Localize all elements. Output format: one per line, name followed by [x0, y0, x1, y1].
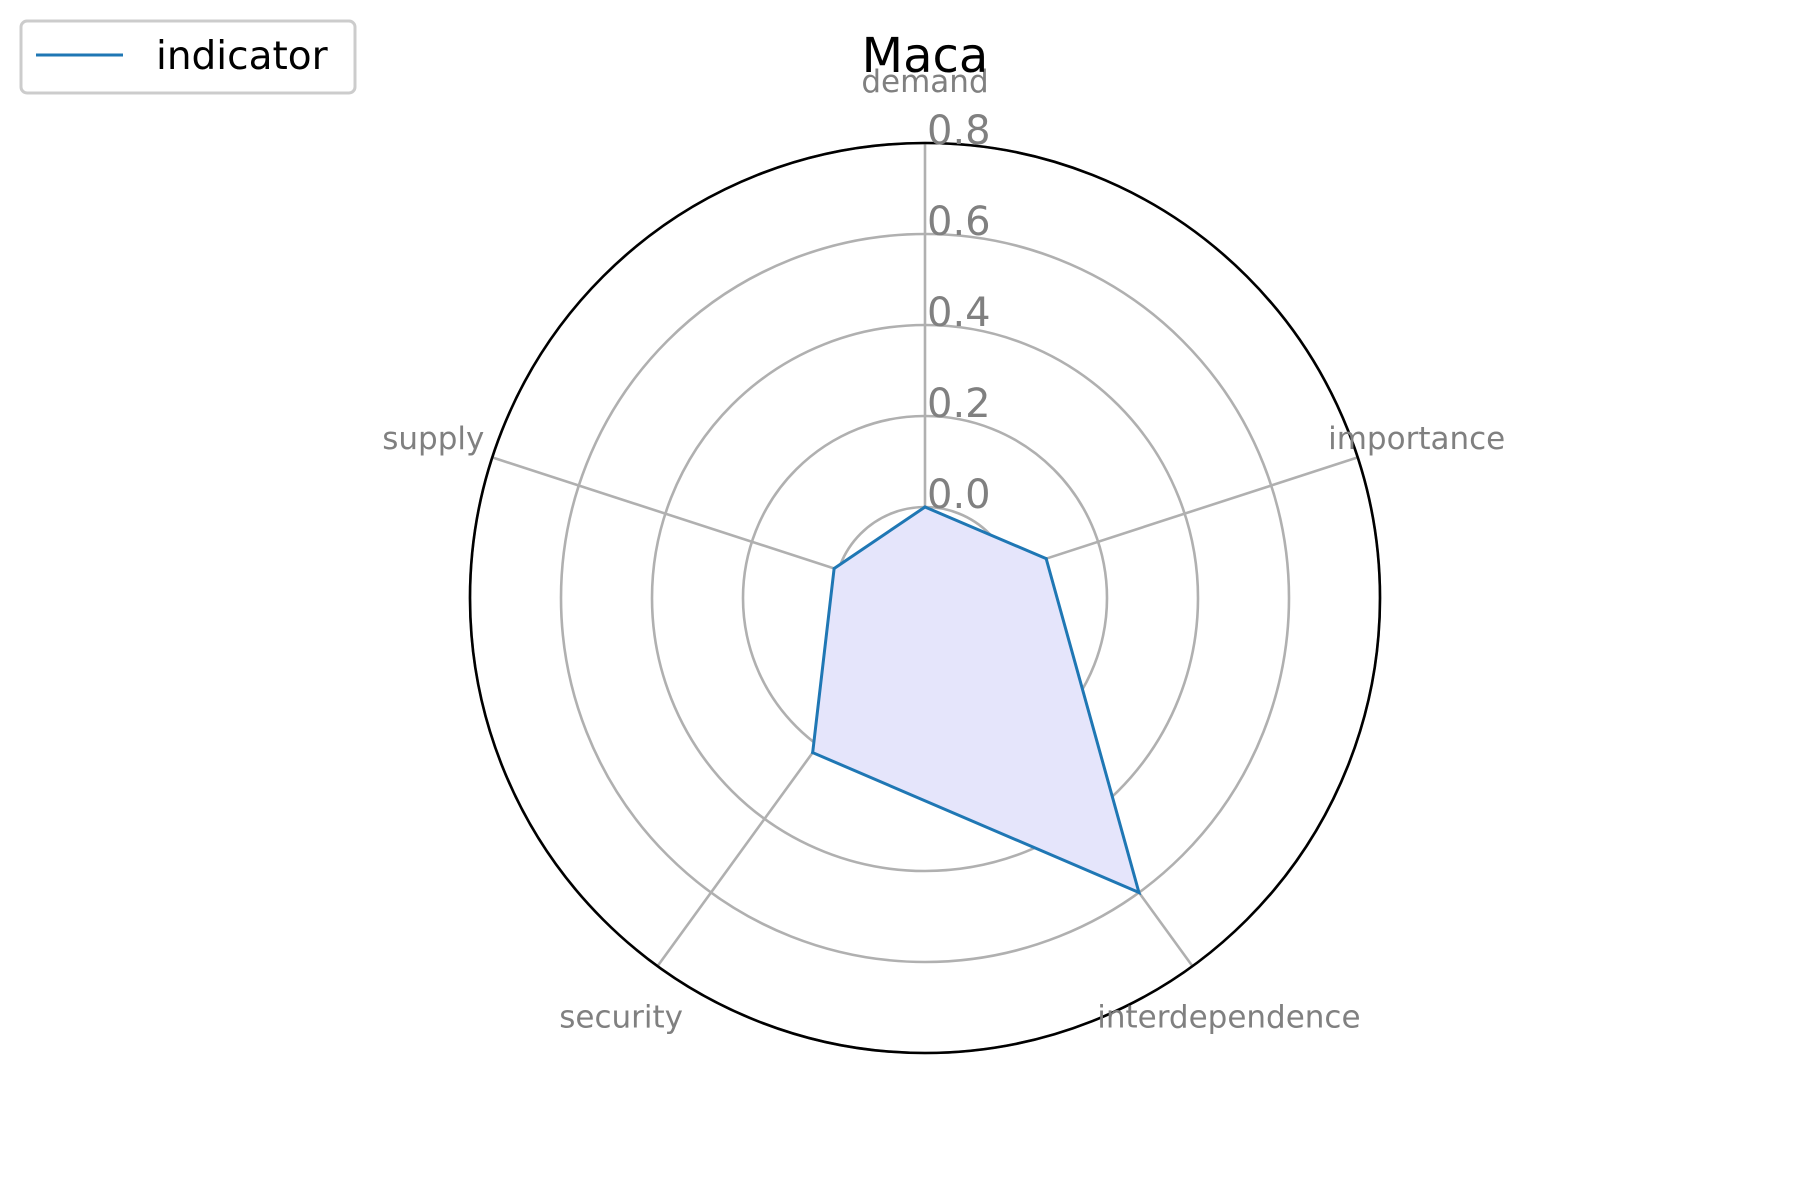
radial-tick-labels: 0.0 0.2 0.4 0.6 0.8 — [927, 108, 991, 518]
radial-tick-label-4: 0.8 — [927, 108, 991, 154]
axis-label-security: security — [559, 999, 683, 1035]
data-point-importance — [1044, 557, 1048, 561]
data-point-security — [811, 751, 815, 755]
radial-tick-label-1: 0.2 — [927, 381, 991, 427]
series-line — [811, 505, 1142, 896]
chart-title: Maca — [862, 28, 989, 84]
data-point-supply — [832, 566, 836, 570]
legend-label: indicator — [156, 34, 329, 79]
legend: indicator — [19, 19, 357, 95]
axis-label-interdependence: interdependence — [1097, 999, 1360, 1035]
radial-tick-label-0: 0.0 — [927, 472, 991, 518]
series-layer — [811, 505, 1142, 896]
polar-frame — [468, 141, 1382, 1055]
radial-tick-label-2: 0.4 — [927, 290, 991, 336]
axis-label-demand: demand — [861, 64, 988, 100]
radial-tick-label-3: 0.6 — [927, 199, 991, 245]
axis-labels: demand importance interdependence security s… — [382, 64, 1505, 1035]
polar-frame-layer — [468, 141, 1382, 1055]
axis-label-importance: importance — [1328, 421, 1505, 457]
series-fill — [812, 507, 1139, 893]
data-point-demand — [923, 505, 927, 509]
legend-frame — [19, 19, 357, 95]
axis-label-supply: supply — [382, 421, 484, 457]
data-point-interdependence — [1137, 890, 1141, 894]
